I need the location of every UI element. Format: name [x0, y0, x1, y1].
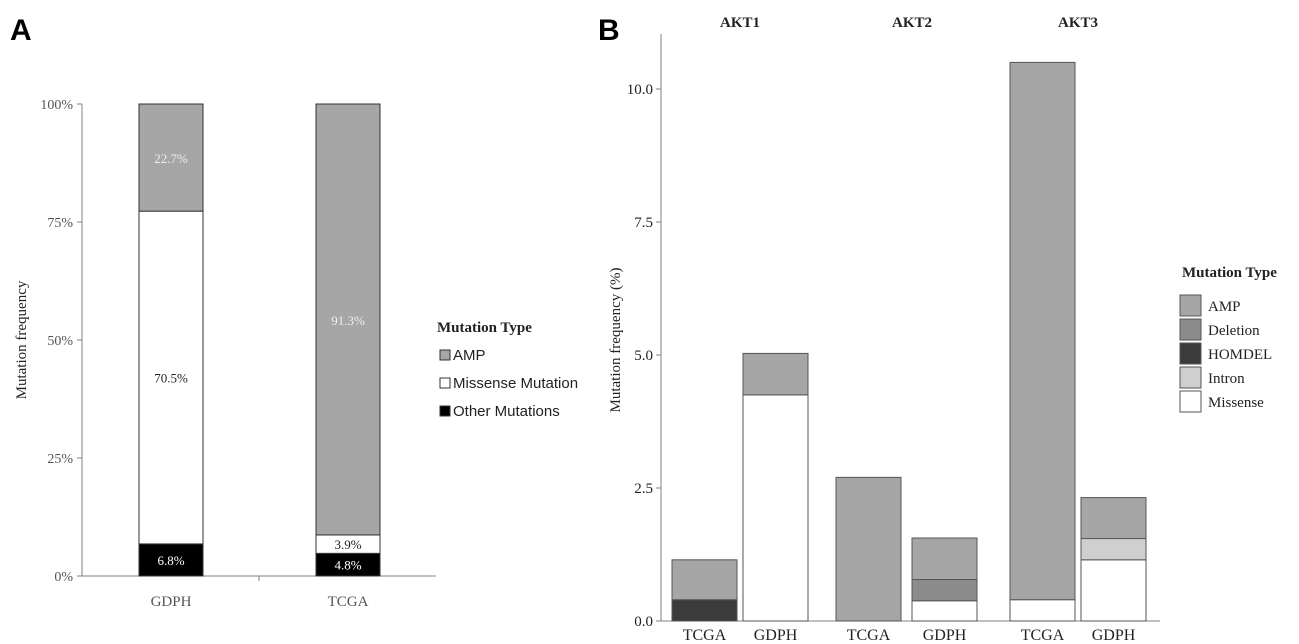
y-tick-label: 0.0: [634, 614, 653, 630]
bar-segment-akt2-tcga-amp: [835, 476, 902, 622]
bar-segment-akt2-gdph-deletion: [911, 579, 978, 602]
legend-label-homdel: HOMDEL: [1208, 347, 1272, 363]
data-label: 4.8%: [334, 558, 361, 573]
legend-title: Mutation Type: [437, 320, 532, 336]
bar-segment-tcga-amp: [315, 103, 381, 536]
panel-label-a: A: [10, 14, 32, 47]
legend-label-intron: Intron: [1208, 371, 1245, 387]
panel-a-legend: Mutation Type AMP Missense Mutation Other M…: [437, 320, 578, 420]
legend-label-deletion: Deletion: [1208, 323, 1260, 339]
legend-title: Mutation Type: [1182, 265, 1277, 281]
x-tick-label-akt1-tcga: TCGA: [683, 627, 727, 644]
y-tick-label: 100%: [40, 98, 73, 113]
legend-swatch-deletion: [1179, 318, 1202, 341]
legend-swatch-missense-mutation: [439, 377, 451, 389]
data-label: 3.9%: [334, 537, 361, 552]
bar-segment-akt1-gdph-amp: [742, 352, 809, 396]
bar-segment-akt1-tcga-amp: [671, 559, 738, 601]
legend-swatch-homdel: [1179, 342, 1202, 365]
bar-segment-akt1-gdph-missense: [742, 394, 809, 622]
y-axis-title: Mutation frequency (%): [608, 268, 624, 413]
bar-segment-akt3-gdph-missense: [1080, 559, 1147, 622]
y-tick-label: 5.0: [634, 348, 653, 364]
bar-segment-akt1-tcga-homdel: [671, 599, 738, 622]
panel-b-chart: 0.0 2.5 5.0 7.5 10.0 Mutation frequency (%) TC…: [608, 15, 1160, 644]
panel-label-b: B: [598, 14, 620, 47]
x-tick-label-gdph: GDPH: [151, 594, 192, 610]
bar-segment-gdph-amp: [138, 103, 204, 212]
legend-swatch-amp: [439, 349, 451, 361]
y-tick-label: 2.5: [634, 481, 653, 497]
data-label: 22.7%: [154, 151, 188, 166]
legend-swatch-amp: [1179, 294, 1202, 317]
group-label-akt2: AKT2: [892, 15, 932, 31]
y-tick-label: 10.0: [627, 82, 653, 98]
x-tick-label-tcga: TCGA: [328, 594, 369, 610]
legend-swatch-intron: [1179, 366, 1202, 389]
y-axis-title: Mutation frequency: [14, 280, 30, 399]
bar-segment-akt2-gdph-amp: [911, 537, 978, 581]
y-tick-label: 7.5: [634, 215, 653, 231]
legend-swatch-missense: [1179, 390, 1202, 413]
bar-segment-akt3-gdph-intron: [1080, 538, 1147, 561]
legend-label-other-mutations: Other Mutations: [453, 403, 560, 420]
x-tick-label-akt3-tcga: TCGA: [1021, 627, 1065, 644]
y-tick-label: 50%: [47, 334, 73, 349]
y-tick-label: 75%: [47, 216, 73, 231]
data-label: 91.3%: [331, 313, 365, 328]
bar-segment-akt3-tcga-amp: [1009, 61, 1076, 601]
bar-segment-akt3-gdph-amp: [1080, 497, 1147, 540]
y-tick-label: 25%: [47, 452, 73, 467]
x-tick-label-akt2-gdph: GDPH: [923, 627, 967, 644]
bar-segment-akt3-tcga-missense: [1009, 599, 1076, 622]
legend-label-missense: Missense: [1208, 395, 1264, 411]
legend-label-amp: AMP: [453, 347, 486, 364]
group-label-akt3: AKT3: [1058, 15, 1098, 31]
legend-label-amp: AMP: [1208, 299, 1241, 315]
bar-segment-gdph-missense-mutation: [138, 210, 204, 545]
x-tick-label-akt3-gdph: GDPH: [1092, 627, 1136, 644]
legend-swatch-other-mutations: [439, 405, 451, 417]
x-tick-label-akt1-gdph: GDPH: [754, 627, 798, 644]
panel-a-chart: 0% 25% 50% 75% 100% Mutation frequency 6.8% 70.…: [14, 98, 436, 610]
bar-segment-akt2-gdph-missense: [911, 600, 978, 622]
bar-segment-gdph-other-mutations: [138, 543, 204, 577]
panel-b-legend: Mutation Type AMP Deletion HOMDEL Intron Miss…: [1179, 265, 1277, 413]
x-tick-label-akt2-tcga: TCGA: [847, 627, 891, 644]
y-tick-label: 0%: [54, 570, 73, 585]
data-label: 6.8%: [157, 553, 184, 568]
data-label: 70.5%: [154, 371, 188, 386]
legend-label-missense-mutation: Missense Mutation: [453, 375, 578, 392]
group-label-akt1: AKT1: [720, 15, 760, 31]
